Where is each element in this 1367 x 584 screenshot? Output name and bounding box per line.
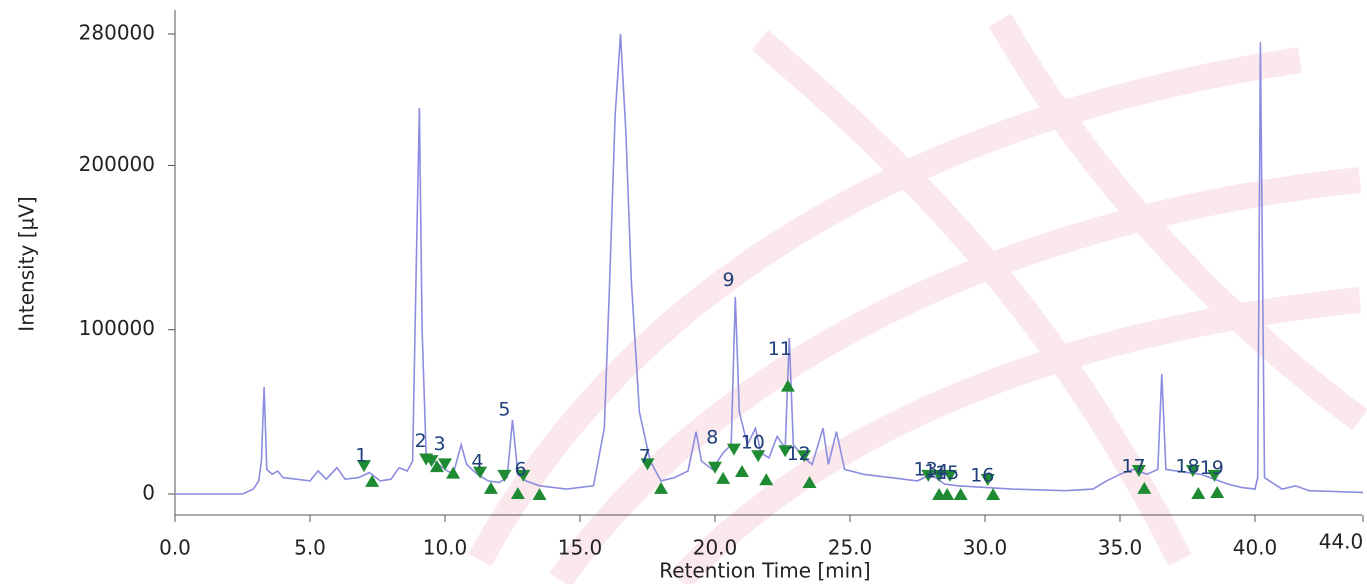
peak-up-marker <box>510 487 525 500</box>
peak-up-marker <box>429 460 444 473</box>
peak-label: 18 <box>1175 455 1199 477</box>
peak-down-marker <box>726 443 741 456</box>
chromatogram-line <box>175 33 1364 495</box>
peak-label: 1 <box>355 445 367 467</box>
peak-label: 14 <box>924 460 948 482</box>
peak-label: 19 <box>1200 457 1224 479</box>
peak-down-marker <box>357 460 371 473</box>
peak-label: 4 <box>471 450 483 472</box>
peak-up-marker <box>802 476 817 489</box>
peak-down-marker <box>1185 465 1200 477</box>
peak-down-marker <box>932 469 947 482</box>
peak-down-marker <box>1131 465 1146 477</box>
peak-up-marker <box>940 488 955 500</box>
peak-label: 5 <box>498 399 510 421</box>
x-axis-title: Retention Time [min] <box>659 559 870 583</box>
peak-down-marker <box>980 474 995 487</box>
x-tick-label: 5.0 <box>294 536 326 560</box>
y-axis-title: Intensity [µV] <box>15 196 39 331</box>
peak-up-marker <box>780 379 795 392</box>
peak-down-marker <box>473 466 488 479</box>
peak-label: 9 <box>722 269 734 291</box>
peak-label: 10 <box>741 432 765 454</box>
peak-down-marker <box>1207 469 1222 482</box>
peak-down-marker <box>778 445 793 458</box>
peak-label: 11 <box>768 338 792 360</box>
peak-down-marker <box>516 469 531 482</box>
peak-label: 12 <box>787 443 811 465</box>
peak-label: 7 <box>639 446 651 468</box>
x-tick-label: 44.0 <box>1319 530 1364 554</box>
peak-label: 3 <box>434 433 446 455</box>
watermark <box>468 13 1367 584</box>
peak-down-marker <box>424 455 439 468</box>
peak-up-marker <box>1210 486 1225 499</box>
peak-up-marker <box>446 466 461 479</box>
peak-up-marker <box>986 488 1001 500</box>
peak-label: 15 <box>935 462 959 484</box>
peak-label: 8 <box>706 427 718 449</box>
peak-up-marker <box>483 481 498 494</box>
x-tick-label: 25.0 <box>828 536 873 560</box>
peak-down-marker <box>797 450 812 463</box>
x-tick-label: 15.0 <box>558 536 603 560</box>
x-tick-label: 35.0 <box>1098 536 1143 560</box>
peak-up-marker <box>735 465 749 477</box>
y-tick-label: 100000 <box>79 316 155 340</box>
peak-up-marker <box>1137 481 1152 494</box>
peak-up-marker <box>759 473 774 486</box>
x-tick-label: 0.0 <box>159 536 191 560</box>
peak-down-marker <box>708 461 722 474</box>
x-tick-label: 40.0 <box>1233 536 1278 560</box>
peak-down-marker <box>640 458 655 471</box>
peak-label: 16 <box>970 464 994 486</box>
peak-label: 13 <box>914 459 938 481</box>
peak-down-marker <box>921 469 936 482</box>
peak-up-marker <box>1191 487 1206 500</box>
peak-down-marker <box>751 450 766 463</box>
y-tick-label: 0 <box>142 481 155 505</box>
peak-label: 2 <box>415 430 427 452</box>
peak-up-marker <box>654 481 668 494</box>
y-tick-label: 280000 <box>79 21 155 45</box>
peak-up-marker <box>953 488 968 500</box>
peak-label: 17 <box>1121 455 1145 477</box>
x-tick-label: 30.0 <box>963 536 1008 560</box>
x-tick-label: 20.0 <box>693 536 738 560</box>
peak-down-marker <box>497 469 512 482</box>
x-tick-label: 10.0 <box>423 536 468 560</box>
peak-label: 6 <box>515 459 527 481</box>
peak-down-marker <box>942 469 957 482</box>
peak-up-marker <box>532 488 547 500</box>
y-tick-label: 200000 <box>79 152 155 176</box>
peak-up-marker <box>716 471 731 484</box>
peak-down-marker <box>438 458 452 471</box>
peak-up-marker <box>365 474 380 487</box>
